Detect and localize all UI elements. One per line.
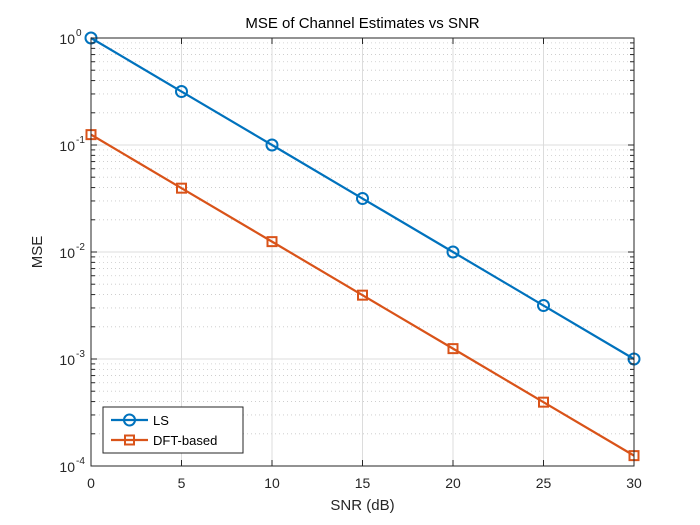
data-point — [538, 396, 549, 408]
y-tick-label-exponent: -3 — [76, 349, 85, 360]
series-line — [90, 37, 635, 360]
x-tick-labels: 0 5 10 15 20 25 30 — [87, 475, 642, 491]
data-point — [446, 245, 460, 259]
x-tick-label: 5 — [178, 475, 186, 491]
y-tick-label: 10 — [59, 138, 75, 154]
chart-title: MSE of Channel Estimates vs SNR — [245, 15, 479, 32]
y-tick-label: 10 — [59, 352, 75, 368]
y-axis-label: MSE — [29, 236, 46, 269]
y-tick-label: 10 — [59, 245, 75, 261]
data-point — [176, 182, 187, 194]
legend-item: LS — [111, 413, 169, 428]
data-point — [356, 192, 369, 206]
y-tick-label: 10 — [59, 31, 75, 47]
x-tick-label: 25 — [536, 475, 552, 491]
series-line — [90, 133, 635, 457]
y-tick-label-exponent: -2 — [76, 242, 85, 253]
x-tick-label: 0 — [87, 475, 95, 491]
x-tick-label: 20 — [445, 475, 461, 491]
data-point — [537, 299, 550, 313]
legend-marker — [123, 413, 136, 427]
data-point — [447, 343, 459, 355]
legend-marker — [124, 434, 135, 446]
legend-label: DFT-based — [153, 433, 217, 448]
y-tick-label-exponent: -4 — [76, 456, 85, 467]
ticks — [90, 37, 635, 467]
legend-label: LS — [153, 413, 169, 428]
legend: LS DFT-based — [102, 406, 244, 454]
x-tick-label: 15 — [355, 475, 371, 491]
data-point — [265, 138, 279, 152]
data-point — [357, 289, 368, 301]
legend-item: DFT-based — [111, 433, 217, 448]
data-point — [266, 236, 278, 248]
x-tick-label: 30 — [626, 475, 642, 491]
y-tick-label: 10 — [59, 459, 75, 475]
y-tick-label-exponent: -1 — [76, 135, 85, 146]
x-axis-label: SNR (dB) — [330, 497, 394, 514]
data-point — [175, 85, 188, 99]
y-tick-label-exponent: 0 — [76, 28, 82, 39]
x-tick-label: 10 — [264, 475, 280, 491]
